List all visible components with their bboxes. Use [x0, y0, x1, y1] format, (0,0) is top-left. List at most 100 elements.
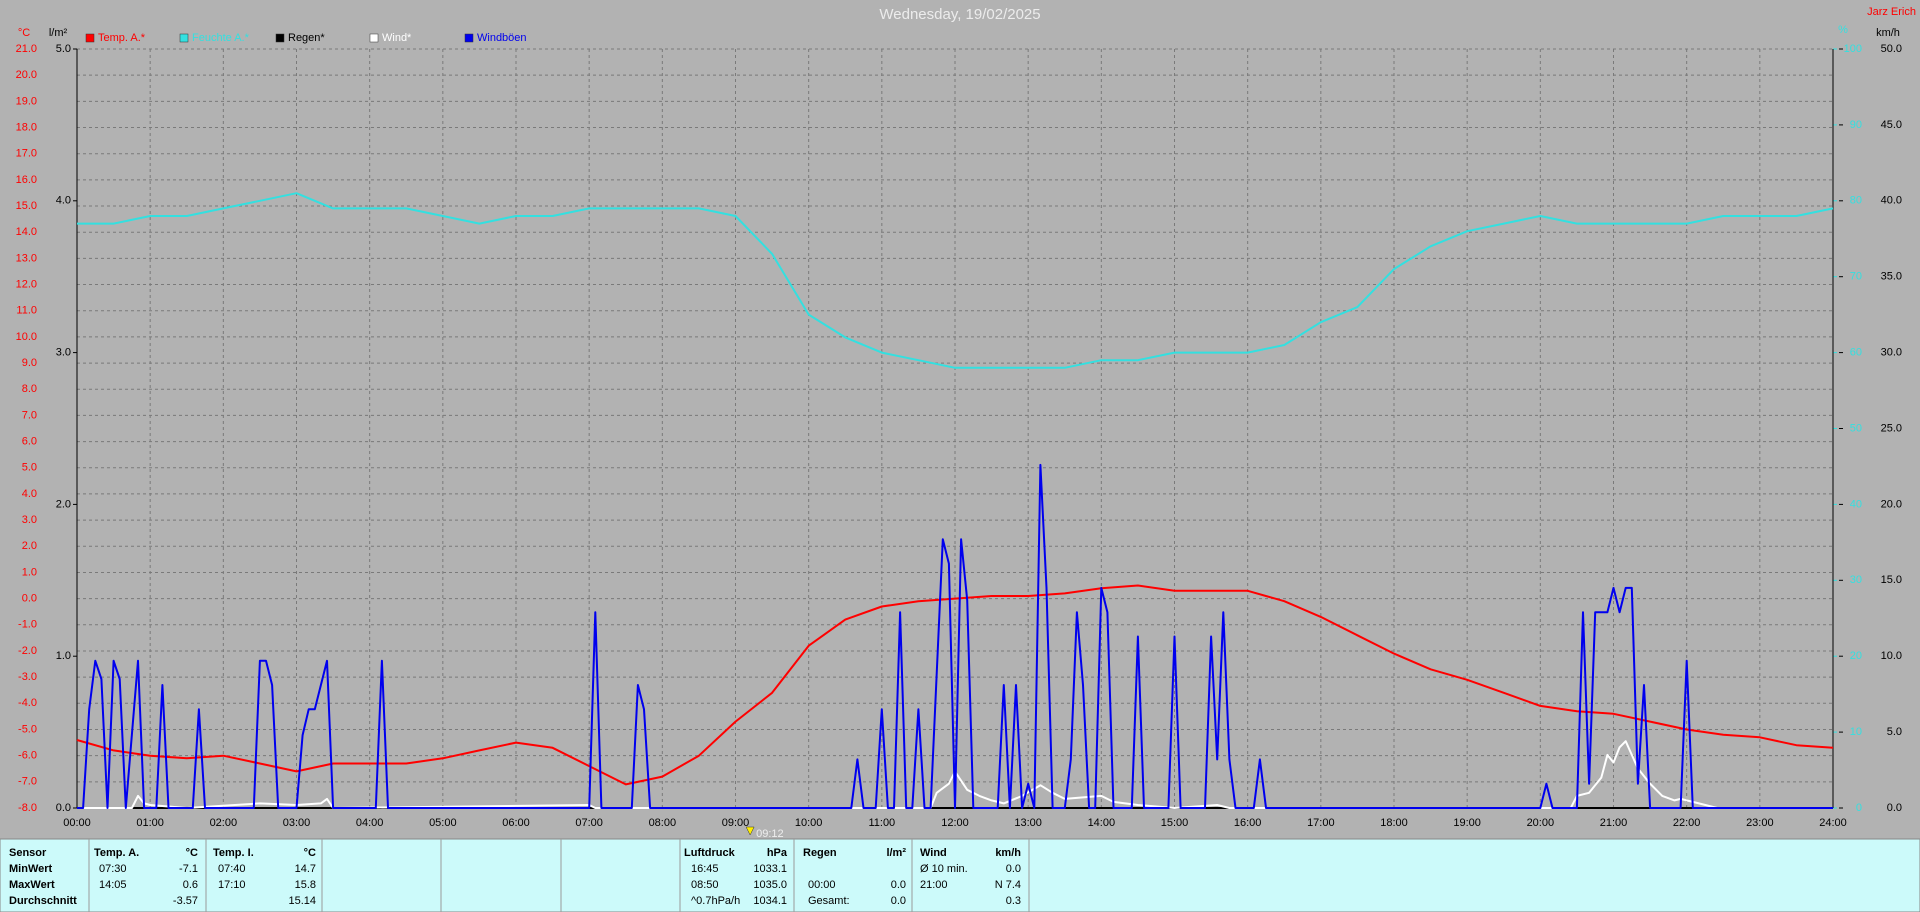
group-name: Temp. A.	[94, 847, 139, 859]
group-unit: °C	[304, 847, 316, 859]
y4-tick-label: 10	[1850, 726, 1862, 738]
y2-tick-label: 50.0	[1881, 43, 1902, 55]
cell-value: 15.8	[295, 879, 316, 891]
y-tick-label: 3.0	[22, 514, 37, 526]
y-tick-label: 7.0	[22, 409, 37, 421]
y-tick-label: 6.0	[22, 435, 37, 447]
x-tick-label: 08:00	[649, 817, 677, 829]
group-name: Regen	[803, 847, 837, 859]
y3-tick-label: 3.0	[56, 347, 71, 359]
cell-time: 17:10	[218, 879, 246, 891]
y4-tick-label: 60	[1850, 347, 1862, 359]
y2-tick-label: 5.0	[1887, 726, 1902, 738]
row-label: Durchschnitt	[9, 895, 77, 907]
cell-value: 0.0	[891, 895, 906, 907]
y4-tick-label: 80	[1850, 195, 1862, 207]
y2-tick-label: 45.0	[1881, 119, 1902, 131]
y4-tick-label: 70	[1850, 271, 1862, 283]
y-tick-label: 12.0	[16, 278, 37, 290]
legend-label: Wind*	[382, 32, 412, 44]
y-tick-label: 2.0	[22, 540, 37, 552]
y3-axis-label: l/m²	[49, 27, 68, 39]
x-tick-label: 05:00	[429, 817, 457, 829]
cell-time: 14:05	[99, 879, 127, 891]
y-tick-label: 9.0	[22, 357, 37, 369]
y3-tick-label: 4.0	[56, 195, 71, 207]
group-unit: l/m²	[886, 847, 906, 859]
cell-time: Ø 10 min.	[920, 863, 968, 875]
y-tick-label: -1.0	[18, 619, 37, 631]
y-tick-label: 14.0	[16, 226, 37, 238]
y4-axis-label: %	[1838, 24, 1848, 36]
legend-swatch	[85, 33, 95, 43]
cell-time: 07:40	[218, 863, 246, 875]
time-marker	[745, 826, 755, 836]
group-unit: km/h	[995, 847, 1021, 859]
y2-tick-label: 15.0	[1881, 574, 1902, 586]
y4-tick-label: 30	[1850, 574, 1862, 586]
author: Jarz Erich	[1867, 6, 1916, 18]
y2-tick-label: 10.0	[1881, 650, 1902, 662]
x-tick-label: 23:00	[1746, 817, 1774, 829]
x-tick-label: 02:00	[210, 817, 238, 829]
legend-swatch	[464, 33, 474, 43]
y-tick-label: -8.0	[18, 802, 37, 814]
x-tick-label: 03:00	[283, 817, 311, 829]
y-tick-label: -6.0	[18, 750, 37, 762]
y2-tick-label: 25.0	[1881, 422, 1902, 434]
y-tick-label: -7.0	[18, 776, 37, 788]
y-tick-label: 11.0	[16, 305, 37, 317]
cell-time: 07:30	[99, 863, 127, 875]
x-tick-label: 17:00	[1307, 817, 1335, 829]
x-tick-label: 19:00	[1453, 817, 1481, 829]
x-tick-label: 12:00	[941, 817, 969, 829]
legend-swatch	[275, 33, 285, 43]
y-tick-label: 19.0	[16, 95, 37, 107]
cell-value: 0.0	[891, 879, 906, 891]
y-axis-label: °C	[18, 27, 30, 39]
x-tick-label: 22:00	[1673, 817, 1701, 829]
y-tick-label: -2.0	[18, 645, 37, 657]
x-tick-label: 20:00	[1527, 817, 1555, 829]
x-tick-label: 21:00	[1600, 817, 1628, 829]
y-tick-label: 0.0	[22, 593, 37, 605]
group-unit: °C	[186, 847, 198, 859]
y2-tick-label: 35.0	[1881, 271, 1902, 283]
y-tick-label: -3.0	[18, 671, 37, 683]
cell-value: 0.3	[1006, 895, 1021, 907]
y-tick-label: 16.0	[16, 174, 37, 186]
y2-tick-label: 20.0	[1881, 498, 1902, 510]
cell-value: 1035.0	[753, 879, 787, 891]
cell-time: 21:00	[920, 879, 948, 891]
y-tick-label: -4.0	[18, 697, 37, 709]
cell-value: 1033.1	[753, 863, 787, 875]
y-tick-label: -5.0	[18, 723, 37, 735]
legend-label: Temp. A.*	[98, 32, 146, 44]
y-tick-label: 18.0	[16, 121, 37, 133]
cell-time: Gesamt:	[808, 895, 850, 907]
series-line	[76, 584, 1834, 786]
x-tick-label: 18:00	[1380, 817, 1408, 829]
row-label: Sensor	[9, 847, 47, 859]
chart-title: Wednesday, 19/02/2025	[879, 6, 1040, 23]
x-tick-label: 04:00	[356, 817, 384, 829]
y-tick-label: 20.0	[16, 69, 37, 81]
row-label: MinWert	[9, 863, 53, 875]
y2-tick-label: 30.0	[1881, 347, 1902, 359]
x-tick-label: 06:00	[502, 817, 530, 829]
y-tick-label: 5.0	[22, 462, 37, 474]
stats-panel	[0, 838, 1920, 912]
x-tick-label: 11:00	[868, 817, 895, 829]
series-line	[77, 463, 1833, 809]
y-tick-label: 15.0	[16, 200, 37, 212]
cell-value: 0.0	[1006, 863, 1021, 875]
y4-tick-label: 50	[1850, 422, 1862, 434]
y-tick-label: 4.0	[22, 488, 37, 500]
y4-tick-label: 100	[1844, 43, 1862, 55]
y-tick-label: 13.0	[16, 252, 37, 264]
row-label: MaxWert	[9, 879, 55, 891]
cell-value: 1034.1	[753, 895, 787, 907]
time-marker-label: 09:12	[756, 828, 784, 840]
x-tick-label: 15:00	[1161, 817, 1189, 829]
